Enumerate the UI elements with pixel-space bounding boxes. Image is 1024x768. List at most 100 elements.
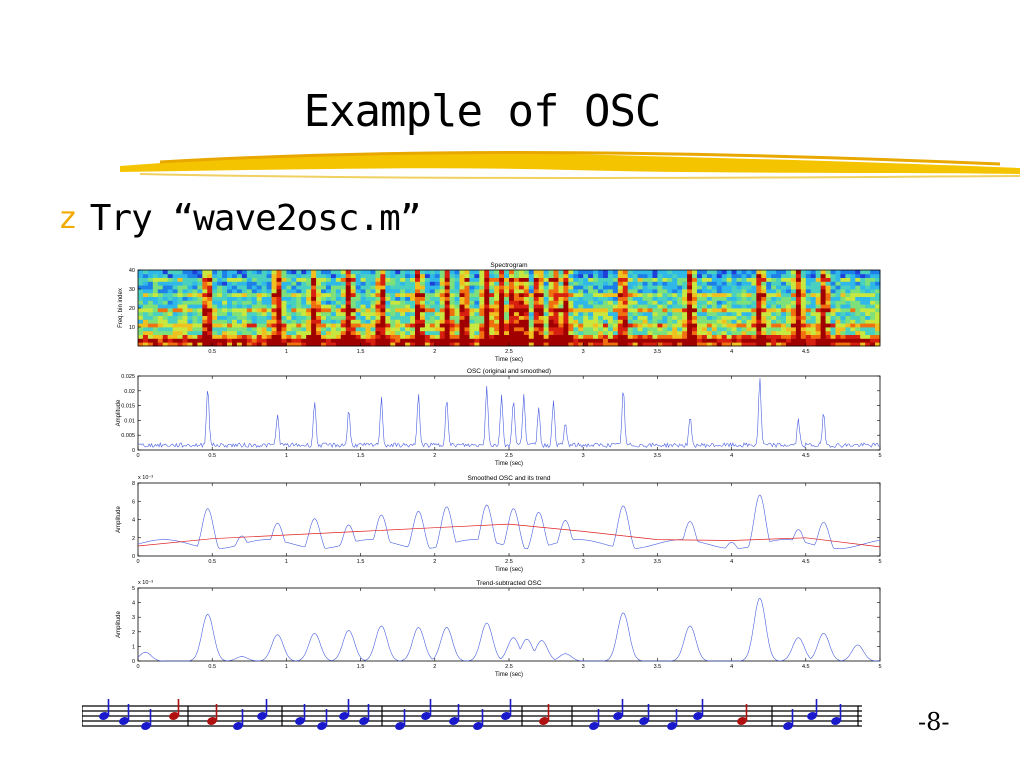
trend-subtracted-ytick-label: 0 [132, 659, 135, 665]
spectrogram-xtick-label: 4 [730, 349, 733, 355]
music-note-icon [395, 709, 406, 730]
music-note-icon [339, 699, 350, 720]
osc-ytick-label: 0.01 [124, 418, 135, 424]
music-staff [82, 705, 862, 727]
smoothed-xtick-label: 2 [433, 559, 436, 565]
smoothed-xtick-label: 2.5 [505, 559, 513, 565]
trend-subtracted-xtick-label: 3 [582, 664, 585, 670]
trend-subtracted-xtick-label: 1.5 [357, 664, 365, 670]
page-number: -8- [918, 708, 950, 736]
spectrogram-ytick-label: 10 [129, 325, 135, 331]
music-note-icon [207, 704, 218, 725]
bullet-icon: z [60, 201, 76, 236]
spectrogram-ytick-label: 40 [129, 268, 135, 274]
osc-ytick-label: 0 [132, 448, 135, 454]
osc-xlabel: Time (sec) [495, 461, 523, 467]
music-note-icon [473, 709, 484, 730]
smoothed-xlabel: Time (sec) [495, 567, 523, 573]
osc-figure: Spectrogram Time (sec) Freq. bin index 0.5 1… [116, 262, 882, 678]
trend-subtracted-xtick-label: 2 [433, 664, 436, 670]
music-note-icon [667, 709, 678, 730]
osc-xtick-label: 2 [433, 453, 436, 459]
smoothed-ytick-label: 0 [132, 554, 135, 560]
smoothed-ytick-label: 2 [132, 536, 135, 542]
trend-subtracted-frame [137, 587, 881, 662]
smoothed-xtick-label: 0.5 [208, 559, 216, 565]
smoothed-ytick-label: 6 [132, 499, 135, 505]
osc-panel: OSC (original and smoothed) Time (sec) Amp… [116, 368, 882, 467]
smoothed-osc-line [137, 494, 881, 550]
spectrogram-xtick-label: 1.5 [357, 349, 365, 355]
music-note-icon [737, 704, 748, 725]
music-note-icon [639, 704, 650, 725]
trend-subtracted-ytick-label: 5 [132, 586, 135, 592]
spectrogram-xtick-label: 3 [582, 349, 585, 355]
music-note-icon [501, 699, 512, 720]
trend-subtracted-xtick-label: 3.5 [654, 664, 662, 670]
music-notes-strip [82, 699, 862, 730]
music-note-icon [233, 709, 244, 730]
osc-xtick-label: 2.5 [505, 453, 513, 459]
smoothed-exponent: x 10⁻³ [138, 475, 153, 481]
music-note-icon [141, 709, 152, 730]
trend-subtracted-osc-line [137, 597, 880, 662]
trend-subtracted-exponent: x 10⁻³ [138, 580, 153, 586]
osc-ytick-label: 0.015 [121, 404, 135, 410]
osc-xtick-label: 1 [285, 453, 288, 459]
smoothed-ytick-label: 4 [132, 518, 135, 524]
smoothed-title: Smoothed OSC and its trend [467, 475, 550, 482]
slide-title: Example of OSC [303, 86, 662, 137]
osc-xtick-label: 4 [730, 453, 733, 459]
music-note-icon [783, 709, 794, 730]
osc-frame [137, 375, 881, 451]
music-note-icon [359, 704, 370, 725]
osc-ytick-label: 0.005 [121, 433, 135, 439]
trend-subtracted-xtick-label: 0.5 [208, 664, 216, 670]
spectrogram-panel: Spectrogram Time (sec) Freq. bin index 0.5 1… [118, 262, 881, 363]
trend-subtracted-xtick-label: 4 [730, 664, 733, 670]
osc-ytick-label: 0.02 [124, 389, 135, 395]
osc-xtick-label: 1.5 [357, 453, 365, 459]
smoothed-xtick-label: 3 [582, 559, 585, 565]
title-underline-brush [120, 151, 1020, 179]
music-note-icon [317, 709, 328, 730]
trend-subtracted-ytick-label: 2 [132, 630, 135, 636]
music-note-icon [539, 704, 550, 725]
smoothed-trend-line [137, 523, 881, 548]
music-note-icon [449, 704, 460, 725]
spectrogram-ytick-label: 30 [129, 287, 135, 293]
osc-title: OSC (original and smoothed) [467, 368, 551, 375]
smoothed-panel: Smoothed OSC and its trend Time (sec) Ampl… [116, 475, 882, 573]
trend-subtracted-ytick-label: 1 [132, 644, 135, 650]
music-note-icon [693, 699, 704, 720]
spectrogram-cells [138, 270, 881, 347]
spectrogram-title: Spectrogram [490, 262, 527, 269]
music-note-icon [421, 699, 432, 720]
osc-ylabel: Amplitude [116, 399, 122, 426]
music-note-icon [831, 704, 842, 725]
bullet-text: Try “wave2osc.m” [89, 198, 422, 239]
smoothed-xtick-label: 4.5 [802, 559, 810, 565]
trend-subtracted-ylabel: Amplitude [116, 611, 122, 638]
spectrogram-ylabel: Freq. bin index [118, 288, 124, 328]
music-note-icon [257, 699, 268, 720]
trend-subtracted-xtick-label: 4.5 [802, 664, 810, 670]
smoothed-xtick-label: 5 [878, 559, 881, 565]
music-note-icon [589, 709, 600, 730]
trend-subtracted-xtick-label: 1 [285, 664, 288, 670]
smoothed-xtick-label: 1 [285, 559, 288, 565]
trend-subtracted-xtick-label: 0 [136, 664, 139, 670]
trend-subtracted-ytick-label: 4 [132, 601, 135, 607]
osc-xtick-label: 3.5 [654, 453, 662, 459]
osc-xtick-label: 3 [582, 453, 585, 459]
osc-osc-line [137, 378, 881, 449]
smoothed-xtick-label: 1.5 [357, 559, 365, 565]
spectrogram-xtick-label: 3.5 [654, 349, 662, 355]
osc-xtick-label: 0 [136, 453, 139, 459]
trend-subtracted-title: Trend-subtracted OSC [476, 580, 541, 587]
osc-xtick-label: 5 [878, 453, 881, 459]
trend-subtracted-xtick-label: 2.5 [505, 664, 513, 670]
smoothed-xtick-label: 4 [730, 559, 733, 565]
music-note-icon [807, 699, 818, 720]
spectrogram-ytick-label: 20 [129, 306, 135, 312]
